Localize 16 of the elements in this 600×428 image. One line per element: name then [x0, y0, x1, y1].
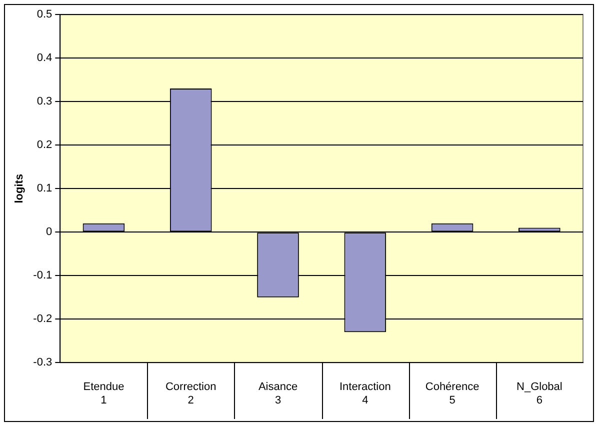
- y-tick-label: -0.2: [33, 313, 52, 326]
- y-tick-label: 0.4: [36, 52, 52, 64]
- x-tick-label: Cohérence 5: [425, 381, 480, 406]
- y-tick-label: 0: [46, 226, 52, 238]
- y-tick-label: -0.3: [33, 356, 52, 369]
- y-tick-label: 0.2: [36, 139, 52, 152]
- x-tick-label: Correction 2: [165, 381, 216, 406]
- y-tick-label: -0.1: [33, 270, 52, 282]
- y-tick-label: 0.3: [36, 96, 52, 108]
- x-tick-label: Aisance 3: [258, 381, 298, 406]
- y-tick-label: 0.5: [36, 8, 52, 21]
- x-tick-label: Interaction 4: [339, 381, 391, 406]
- y-axis-title: logits: [14, 174, 26, 204]
- x-tick-label: Etendue 1: [83, 381, 124, 406]
- x-tick-label: N_Global 6: [516, 381, 562, 406]
- y-tick-label: 0.1: [36, 182, 52, 195]
